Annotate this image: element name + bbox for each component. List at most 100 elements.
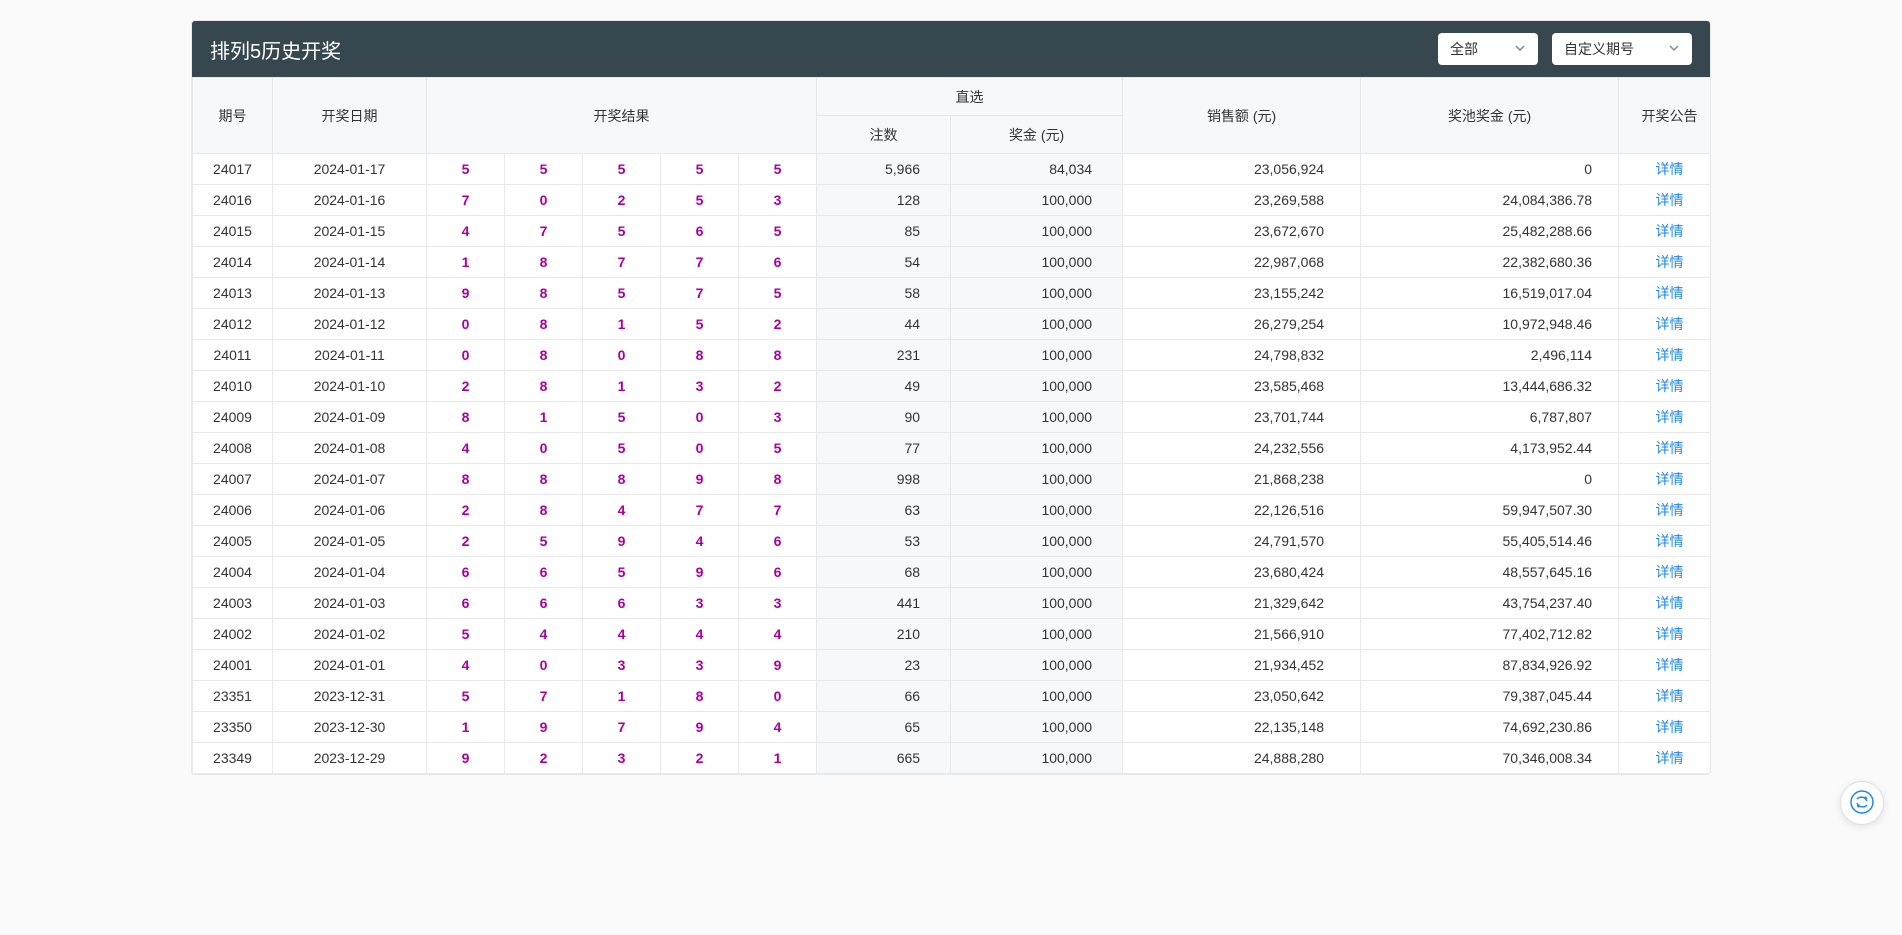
cell-bets: 66 — [817, 681, 951, 712]
chevron-down-icon — [1668, 41, 1680, 57]
detail-link[interactable]: 详情 — [1656, 502, 1684, 518]
cell-issue: 23349 — [193, 743, 273, 774]
cell-ball: 6 — [661, 216, 739, 247]
cell-ball: 4 — [583, 619, 661, 650]
detail-link[interactable]: 详情 — [1656, 223, 1684, 239]
cell-ball: 9 — [505, 712, 583, 743]
cell-pool: 74,692,230.86 — [1361, 712, 1619, 743]
cell-ball: 0 — [505, 433, 583, 464]
cell-sales: 23,056,924 — [1123, 154, 1361, 185]
panel-header: 排列5历史开奖 全部 自定义期号 — [192, 21, 1710, 77]
chevron-down-icon — [1514, 41, 1526, 57]
detail-link[interactable]: 详情 — [1656, 285, 1684, 301]
cell-ball: 8 — [505, 495, 583, 526]
table-row: 240152024-01-154756585100,00023,672,6702… — [193, 216, 1712, 247]
detail-link[interactable]: 详情 — [1656, 533, 1684, 549]
cell-announcement: 详情 — [1619, 464, 1711, 495]
filter-custom-select[interactable]: 自定义期号 — [1552, 33, 1692, 65]
cell-pool: 70,346,008.34 — [1361, 743, 1619, 774]
cell-date: 2024-01-14 — [273, 247, 427, 278]
cell-announcement: 详情 — [1619, 216, 1711, 247]
detail-link[interactable]: 详情 — [1656, 595, 1684, 611]
detail-link[interactable]: 详情 — [1656, 688, 1684, 704]
cell-pool: 16,519,017.04 — [1361, 278, 1619, 309]
cell-ball: 5 — [739, 433, 817, 464]
cell-issue: 24001 — [193, 650, 273, 681]
cell-ball: 2 — [427, 371, 505, 402]
cell-ball: 7 — [583, 712, 661, 743]
cell-prize: 100,000 — [951, 557, 1123, 588]
cell-ball: 3 — [583, 650, 661, 681]
cell-ball: 9 — [427, 743, 505, 774]
detail-link[interactable]: 详情 — [1656, 192, 1684, 208]
table-row: 240072024-01-0788898998100,00021,868,238… — [193, 464, 1712, 495]
cell-prize: 100,000 — [951, 526, 1123, 557]
cell-ball: 4 — [427, 650, 505, 681]
detail-link[interactable]: 详情 — [1656, 626, 1684, 642]
cell-sales: 23,269,588 — [1123, 185, 1361, 216]
cell-ball: 5 — [661, 154, 739, 185]
cell-prize: 100,000 — [951, 619, 1123, 650]
table-row: 240162024-01-1670253128100,00023,269,588… — [193, 185, 1712, 216]
table-row: 240122024-01-120815244100,00026,279,2541… — [193, 309, 1712, 340]
cell-pool: 87,834,926.92 — [1361, 650, 1619, 681]
cell-prize: 100,000 — [951, 216, 1123, 247]
cell-sales: 22,987,068 — [1123, 247, 1361, 278]
cell-ball: 5 — [661, 309, 739, 340]
cell-ball: 1 — [583, 309, 661, 340]
detail-link[interactable]: 详情 — [1656, 750, 1684, 766]
cell-bets: 231 — [817, 340, 951, 371]
detail-link[interactable]: 详情 — [1656, 378, 1684, 394]
cell-date: 2024-01-15 — [273, 216, 427, 247]
cell-date: 2023-12-31 — [273, 681, 427, 712]
cell-ball: 6 — [427, 588, 505, 619]
cell-announcement: 详情 — [1619, 278, 1711, 309]
detail-link[interactable]: 详情 — [1656, 254, 1684, 270]
refresh-icon — [1849, 789, 1875, 818]
cell-sales: 23,680,424 — [1123, 557, 1361, 588]
cell-date: 2024-01-03 — [273, 588, 427, 619]
cell-ball: 1 — [583, 371, 661, 402]
float-action-button[interactable] — [1840, 781, 1884, 825]
cell-ball: 8 — [505, 309, 583, 340]
cell-announcement: 详情 — [1619, 309, 1711, 340]
cell-pool: 0 — [1361, 154, 1619, 185]
cell-ball: 5 — [739, 154, 817, 185]
cell-prize: 100,000 — [951, 495, 1123, 526]
page-title: 排列5历史开奖 — [210, 35, 341, 64]
cell-pool: 24,084,386.78 — [1361, 185, 1619, 216]
th-sales: 销售额 (元) — [1123, 78, 1361, 154]
cell-date: 2024-01-12 — [273, 309, 427, 340]
cell-announcement: 详情 — [1619, 619, 1711, 650]
cell-bets: 23 — [817, 650, 951, 681]
cell-ball: 8 — [583, 464, 661, 495]
cell-date: 2024-01-04 — [273, 557, 427, 588]
cell-pool: 59,947,507.30 — [1361, 495, 1619, 526]
cell-ball: 8 — [427, 402, 505, 433]
detail-link[interactable]: 详情 — [1656, 347, 1684, 363]
cell-ball: 6 — [739, 557, 817, 588]
cell-sales: 23,050,642 — [1123, 681, 1361, 712]
cell-ball: 8 — [505, 371, 583, 402]
detail-link[interactable]: 详情 — [1656, 440, 1684, 456]
cell-bets: 49 — [817, 371, 951, 402]
detail-link[interactable]: 详情 — [1656, 471, 1684, 487]
detail-link[interactable]: 详情 — [1656, 316, 1684, 332]
cell-pool: 79,387,045.44 — [1361, 681, 1619, 712]
cell-issue: 24017 — [193, 154, 273, 185]
cell-issue: 24007 — [193, 464, 273, 495]
cell-sales: 24,791,570 — [1123, 526, 1361, 557]
detail-link[interactable]: 详情 — [1656, 719, 1684, 735]
detail-link[interactable]: 详情 — [1656, 409, 1684, 425]
detail-link[interactable]: 详情 — [1656, 564, 1684, 580]
cell-ball: 1 — [505, 402, 583, 433]
table-row: 240142024-01-141877654100,00022,987,0682… — [193, 247, 1712, 278]
cell-date: 2024-01-16 — [273, 185, 427, 216]
filter-all-select[interactable]: 全部 — [1438, 33, 1538, 65]
detail-link[interactable]: 详情 — [1656, 657, 1684, 673]
cell-date: 2024-01-11 — [273, 340, 427, 371]
cell-ball: 2 — [583, 185, 661, 216]
cell-issue: 24006 — [193, 495, 273, 526]
cell-sales: 22,126,516 — [1123, 495, 1361, 526]
detail-link[interactable]: 详情 — [1656, 161, 1684, 177]
